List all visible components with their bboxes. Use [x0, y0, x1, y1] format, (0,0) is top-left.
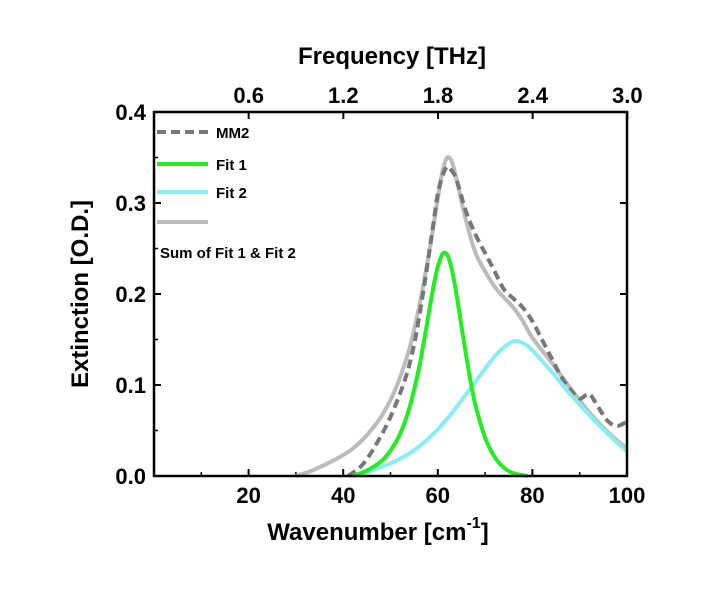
- y-tick-label: 0.1: [115, 373, 146, 398]
- y-tick-label: 0.3: [115, 191, 146, 216]
- plot-frame: [152, 110, 629, 478]
- x-axis-title: Wavenumber [cm-1]: [267, 515, 488, 546]
- y-axis-title: Extinction [O.D.]: [67, 200, 94, 388]
- legend-label-fit1: Fit 1: [216, 157, 247, 174]
- x-tick-label: 60: [426, 483, 450, 508]
- series-mm2: [346, 164, 628, 478]
- legend: MM2 Fit 1 Fit 2 Sum of Fit 1 & Fit 2: [157, 125, 296, 262]
- x-tick-label: 100: [609, 483, 646, 508]
- series-sum: [295, 155, 629, 478]
- x-axis-title-superscript: -1: [466, 515, 480, 532]
- top-tick-label: 0.6: [233, 83, 264, 108]
- series-fit2: [352, 338, 629, 478]
- x-axis-title-end: ]: [481, 519, 489, 546]
- top-tick-label: 1.8: [423, 83, 454, 108]
- x-axis-title-text: Wavenumber [cm: [267, 519, 466, 546]
- legend-label-sum: Sum of Fit 1 & Fit 2: [160, 245, 296, 262]
- tick-labels: 20 40 60 80 100 0.0 0.1 0.2 0.3 0.4 0.6 1.2 1.8 2.4 3.…: [115, 83, 645, 508]
- top-tick-label: 1.2: [328, 83, 359, 108]
- y-tick-label: 0.2: [115, 282, 146, 307]
- y-tick-label: 0.4: [115, 100, 146, 125]
- top-tick-label: 3.0: [612, 83, 643, 108]
- series-group: [295, 155, 629, 478]
- legend-label-mm2: MM2: [216, 125, 249, 142]
- legend-label-fit2: Fit 2: [216, 185, 247, 202]
- top-tick-label: 2.4: [517, 83, 548, 108]
- series-fit1: [351, 250, 529, 478]
- x-tick-label: 80: [520, 483, 544, 508]
- x-tick-label: 20: [236, 483, 260, 508]
- top-axis-title: Frequency [THz]: [298, 43, 486, 70]
- y-tick-label: 0.0: [115, 464, 146, 489]
- x-tick-label: 40: [331, 483, 355, 508]
